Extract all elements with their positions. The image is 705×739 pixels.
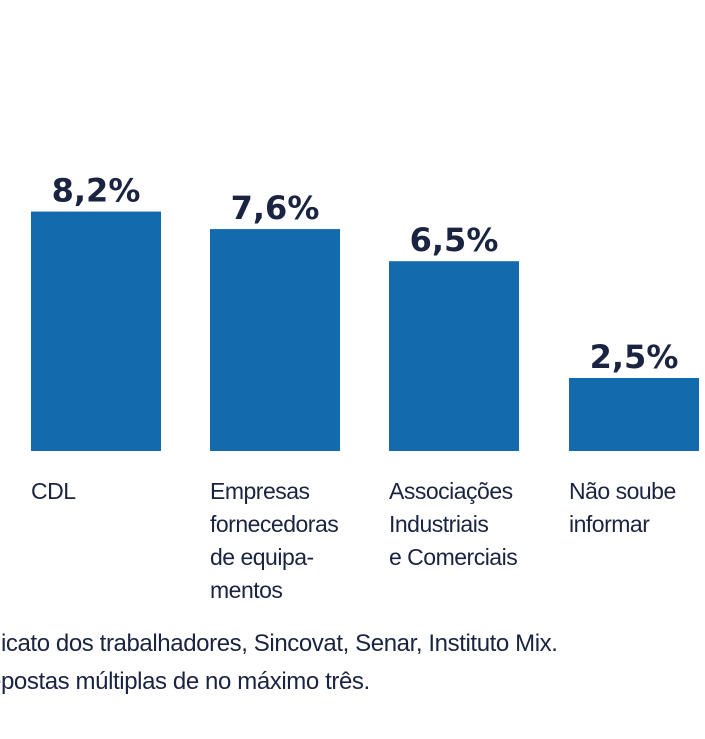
category-label-line: de equipa- <box>210 544 314 570</box>
bar-4 <box>569 378 699 451</box>
category-label-line: CDL <box>31 478 76 504</box>
category-label-line: Não soube <box>569 478 676 504</box>
value-label-1: 8,2% <box>52 172 141 210</box>
bar-chart: 8,2% 7,6% 6,5% 2,5% <box>31 172 699 451</box>
category-label-line: e Comerciais <box>389 544 518 570</box>
value-label-2: 7,6% <box>231 189 320 227</box>
category-label-line: informar <box>569 511 650 537</box>
category-label-line: Industriais <box>389 511 489 537</box>
value-label-4: 2,5% <box>590 338 679 376</box>
category-label-1: CDL <box>31 475 181 508</box>
bar-2 <box>210 229 340 451</box>
category-label-line: Empresas <box>210 478 310 504</box>
category-label-3: Associações Industriais e Comerciais <box>389 475 539 574</box>
bar-3 <box>389 261 519 451</box>
value-label-3: 6,5% <box>410 221 499 259</box>
category-label-line: mentos <box>210 577 283 603</box>
bar-1 <box>31 211 161 451</box>
category-label-2: Empresas fornecedoras de equipa-mentos <box>210 475 360 607</box>
footnote-line-1: dicato dos trabalhadores, Sincovat, Sena… <box>0 630 558 657</box>
category-label-line: Associações <box>389 478 513 504</box>
footnote-line-2: epostas múltiplas de no máximo três. <box>0 668 370 695</box>
category-label-line: fornecedoras <box>210 511 339 537</box>
category-label-4: Não soube informar <box>569 475 705 541</box>
